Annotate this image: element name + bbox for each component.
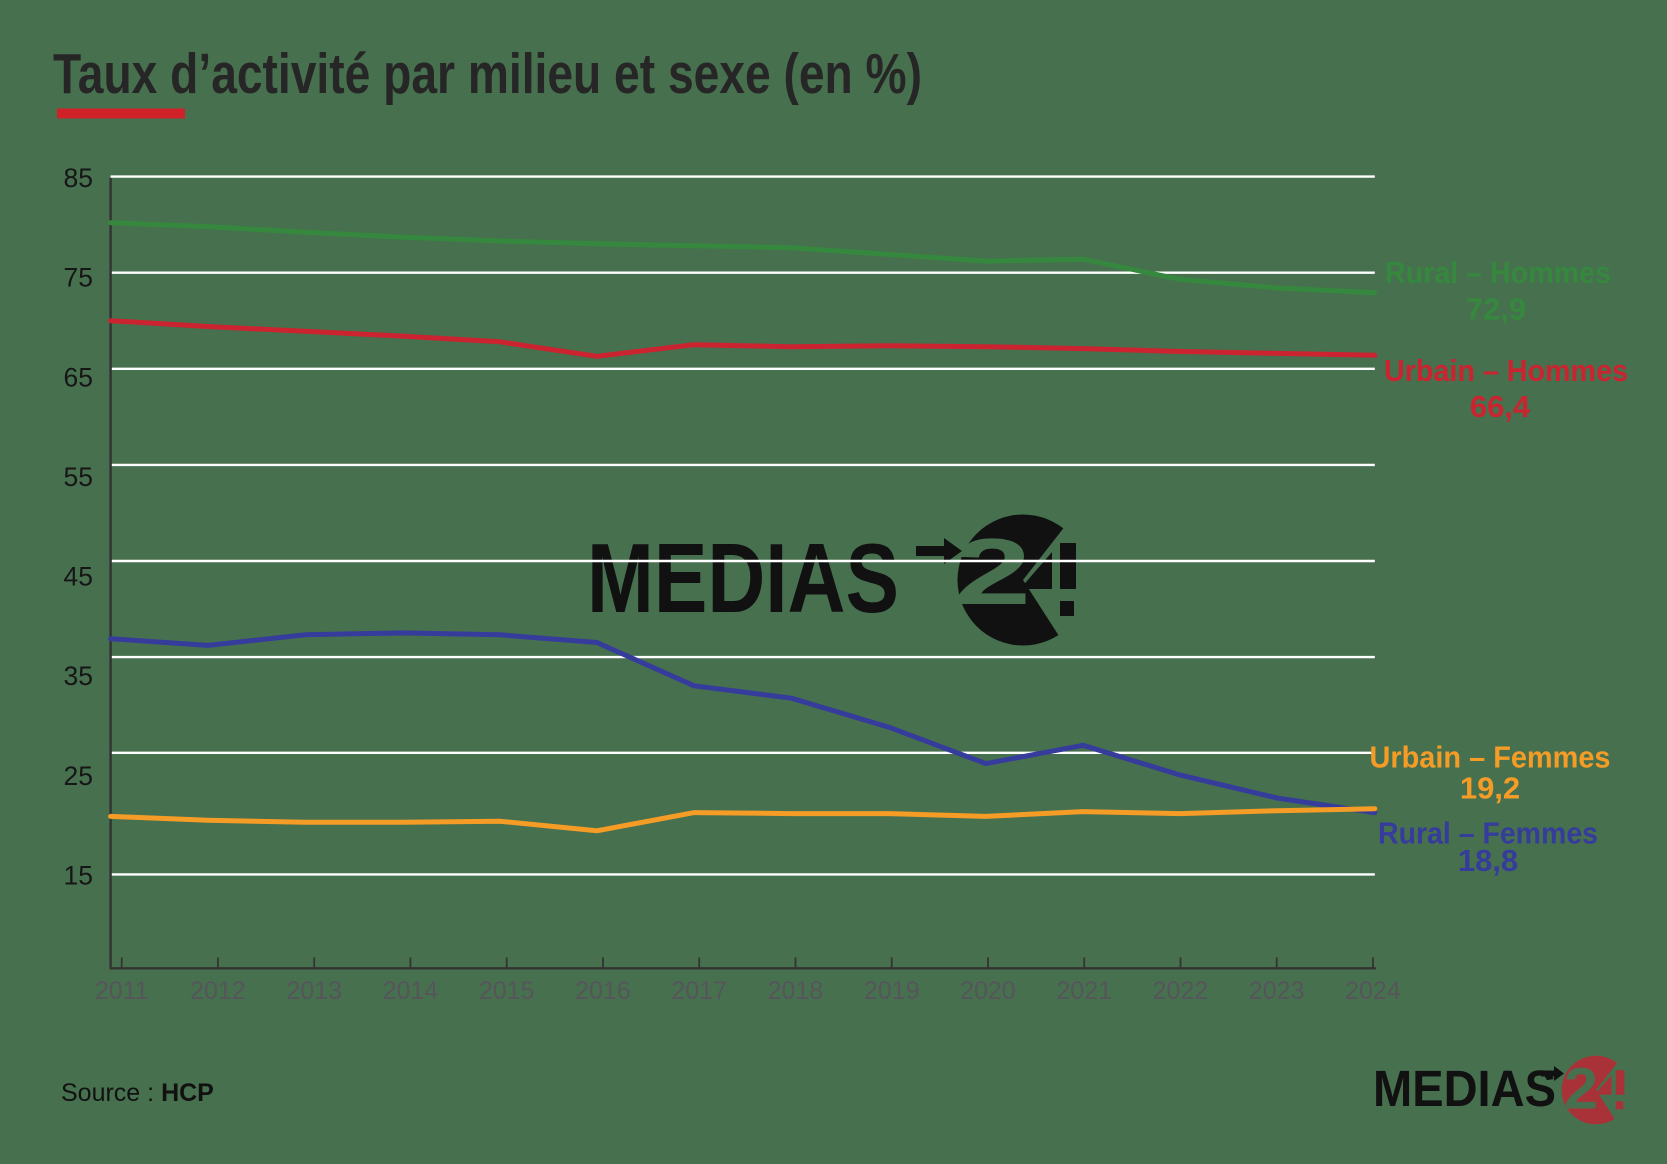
svg-text:18,8: 18,8 — [1458, 843, 1518, 878]
svg-text:2022: 2022 — [1153, 977, 1209, 1005]
svg-text:72,9: 72,9 — [1466, 292, 1526, 327]
svg-text:Urbain – Hommes: Urbain – Hommes — [1384, 353, 1628, 388]
svg-text:2014: 2014 — [383, 977, 439, 1005]
svg-text:2015: 2015 — [479, 977, 535, 1005]
svg-text:Urbain – Femmes: Urbain – Femmes — [1370, 740, 1611, 775]
svg-text:Rural – Femmes: Rural – Femmes — [1378, 816, 1598, 851]
svg-text:55: 55 — [64, 462, 93, 492]
svg-text:Taux d’activité par milieu et: Taux d’activité par milieu et sexe (en %… — [53, 42, 922, 106]
svg-text:25: 25 — [64, 761, 93, 791]
svg-text:65: 65 — [64, 362, 93, 392]
svg-text:66,4: 66,4 — [1470, 389, 1531, 424]
svg-text:45: 45 — [64, 562, 93, 592]
svg-text:85: 85 — [64, 163, 93, 193]
svg-text:2020: 2020 — [960, 977, 1016, 1005]
svg-text:2018: 2018 — [768, 977, 824, 1005]
svg-text:2012: 2012 — [190, 977, 246, 1005]
svg-text:MEDIAS: MEDIAS — [1373, 1060, 1556, 1117]
svg-text:2021: 2021 — [1056, 977, 1112, 1005]
svg-text:2011: 2011 — [95, 977, 149, 1005]
svg-text:2024: 2024 — [1345, 977, 1401, 1005]
svg-text:2016: 2016 — [575, 977, 631, 1005]
svg-text:2017: 2017 — [671, 977, 727, 1005]
svg-text:2: 2 — [954, 519, 1031, 624]
svg-text:2019: 2019 — [864, 977, 920, 1005]
svg-text:2: 2 — [1564, 1057, 1598, 1122]
svg-text:15: 15 — [64, 861, 93, 891]
svg-text:Source : HCP: Source : HCP — [61, 1079, 214, 1107]
svg-text:MEDIAS: MEDIAS — [587, 523, 899, 633]
svg-text:19,2: 19,2 — [1460, 771, 1520, 806]
svg-text:2023: 2023 — [1249, 977, 1305, 1005]
svg-text:2013: 2013 — [286, 977, 342, 1005]
svg-text:75: 75 — [64, 263, 93, 293]
svg-text:35: 35 — [64, 661, 93, 691]
svg-text:Rural – Hommes: Rural – Hommes — [1385, 255, 1611, 290]
